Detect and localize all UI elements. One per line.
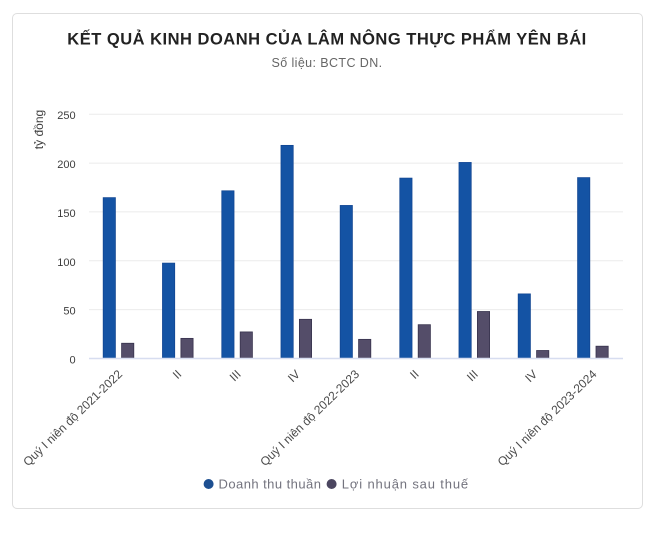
svg-text:Lợi nhuận sau thuế: Lợi nhuận sau thuế	[342, 476, 469, 491]
svg-text:250: 250	[57, 110, 75, 122]
svg-text:Số liệu: BCTC DN.: Số liệu: BCTC DN.	[272, 56, 383, 70]
svg-text:200: 200	[57, 159, 75, 171]
svg-text:Doanh thu thuần: Doanh thu thuần	[219, 476, 322, 491]
svg-text:tỷ đồng: tỷ đồng	[32, 110, 46, 149]
svg-text:100: 100	[57, 257, 75, 269]
svg-text:50: 50	[63, 306, 75, 318]
svg-text:KẾT QUẢ KINH DOANH CỦA LÂM NÔN: KẾT QUẢ KINH DOANH CỦA LÂM NÔNG THỰC PHẨ…	[67, 29, 586, 48]
svg-text:150: 150	[57, 208, 75, 220]
svg-text:0: 0	[69, 355, 75, 367]
